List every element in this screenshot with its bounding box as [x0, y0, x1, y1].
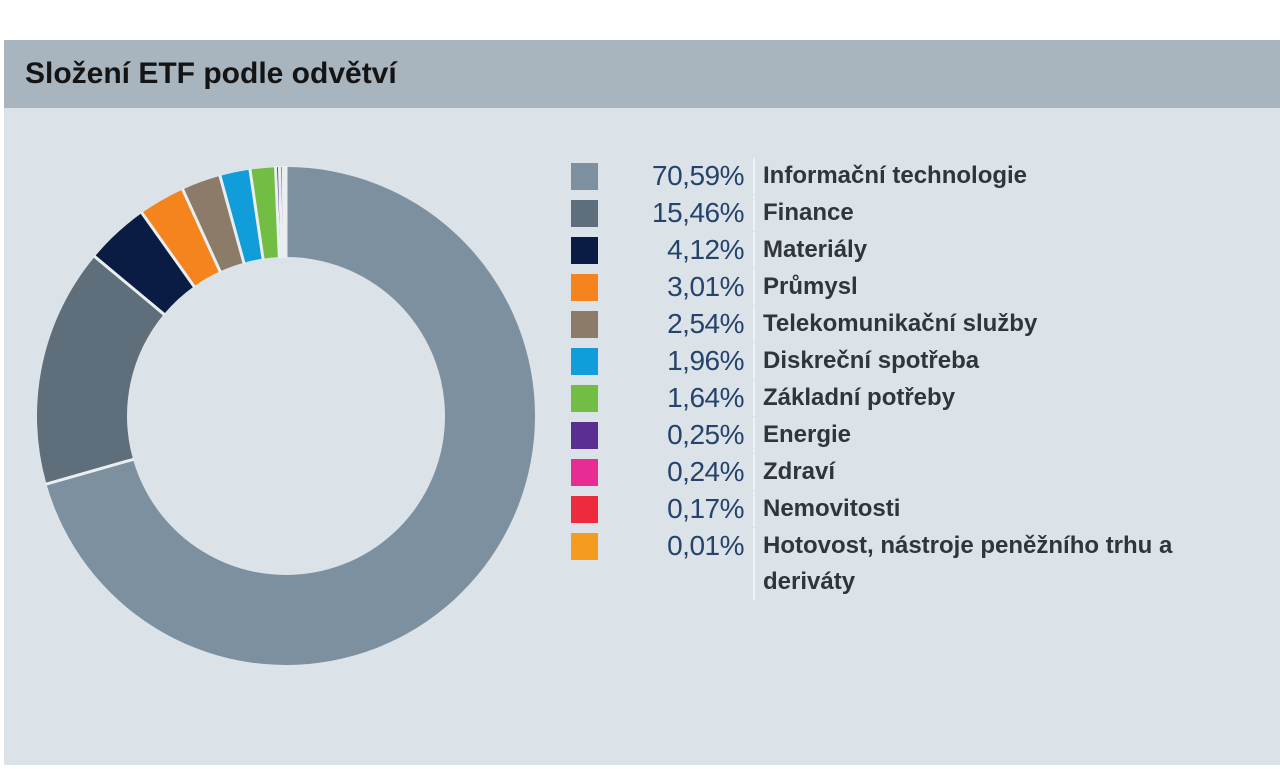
segment-separator [92, 254, 166, 316]
segment-separator [277, 166, 284, 259]
legend-label: Diskreční spotřeba [753, 343, 1218, 379]
legend-percent: 0,17% [667, 493, 744, 524]
segment-separator [140, 211, 196, 289]
chart-legend: 70,59% Informační technologie 15,46% Financ… [571, 158, 1251, 601]
legend-swatch [571, 459, 598, 486]
donut-segment [37, 256, 164, 485]
legend-percent: 0,24% [667, 456, 744, 487]
legend-swatch [571, 274, 598, 301]
legend-percent: 1,64% [667, 382, 744, 413]
legend-row: 0,25% Energie [571, 417, 1251, 453]
legend-row: 70,59% Informační technologie [571, 158, 1251, 194]
legend-percent: 0,25% [667, 419, 744, 450]
legend-label: Základní potřeby [753, 380, 1218, 416]
legend-row: 4,12% Materiály [571, 232, 1251, 268]
legend-row: 0,17% Nemovitosti [571, 491, 1251, 527]
legend-row: 0,01% Hotovost, nástroje peněžního trhu a… [571, 528, 1251, 600]
legend-percent: 0,01% [667, 530, 744, 561]
donut-segment [182, 175, 244, 272]
legend-label: Energie [753, 417, 1218, 453]
legend-label: Informační technologie [753, 158, 1218, 194]
legend-row: 0,24% Zdraví [571, 454, 1251, 490]
legend-percent: 70,59% [652, 160, 744, 191]
segment-separator [248, 168, 265, 260]
legend-percent: 2,54% [667, 308, 744, 339]
legend-label: Telekomunikační služby [753, 306, 1218, 342]
donut-segment [46, 167, 535, 665]
chart-title: Složení ETF podle odvětví [25, 57, 397, 90]
segment-separator [273, 166, 281, 259]
donut-segment [94, 212, 194, 315]
segment-separator [45, 457, 135, 486]
chart-header: Složení ETF podle odvětví [4, 40, 1280, 108]
legend-label: Průmysl [753, 269, 1218, 305]
legend-row: 3,01% Průmysl [571, 269, 1251, 305]
legend-row: 1,96% Diskreční spotřeba [571, 343, 1251, 379]
legend-percent: 4,12% [667, 234, 744, 265]
legend-swatch [571, 496, 598, 523]
donut-segment [141, 189, 221, 287]
legend-swatch [571, 163, 598, 190]
segment-separator [180, 187, 222, 273]
legend-swatch [571, 533, 598, 560]
legend-row: 15,46% Finance [571, 195, 1251, 231]
chart-area: 70,59% Informační technologie 15,46% Financ… [4, 108, 1280, 765]
legend-label: Finance [753, 195, 1218, 231]
legend-swatch [571, 422, 598, 449]
legend-label: Nemovitosti [753, 491, 1218, 527]
legend-swatch [571, 385, 598, 412]
segment-separator [218, 174, 246, 265]
legend-swatch [571, 311, 598, 338]
legend-percent: 3,01% [667, 271, 744, 302]
donut-chart [37, 165, 535, 665]
legend-label: Materiály [753, 232, 1218, 268]
legend-row: 2,54% Telekomunikační služby [571, 306, 1251, 342]
segment-separator [281, 165, 286, 259]
donut-segment [249, 167, 280, 259]
legend-label: Hotovost, nástroje peněžního trhu a deri… [753, 528, 1218, 600]
legend-percent: 1,96% [667, 345, 744, 376]
legend-swatch [571, 200, 598, 227]
legend-percent: 15,46% [652, 197, 744, 228]
legend-label: Zdraví [753, 454, 1218, 490]
legend-swatch [571, 237, 598, 264]
legend-swatch [571, 348, 598, 375]
legend-row: 1,64% Základní potřeby [571, 380, 1251, 416]
